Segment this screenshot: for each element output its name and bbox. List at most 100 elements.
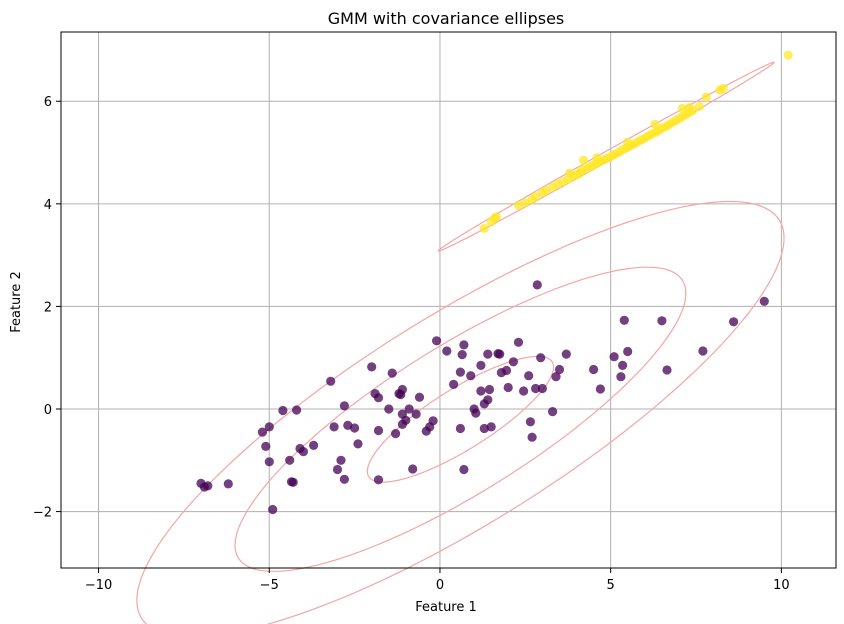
data-point [286, 477, 297, 487]
y-tick-label: 0 [44, 403, 52, 418]
data-point [428, 416, 438, 426]
data-point [257, 427, 267, 437]
data-point [401, 415, 411, 425]
data-point [396, 390, 406, 400]
data-point [551, 372, 561, 382]
x-tick-label: 0 [436, 578, 444, 593]
x-tick-label: 10 [773, 578, 790, 593]
data-point [701, 92, 711, 102]
data-point [373, 475, 384, 485]
data-point [476, 386, 486, 396]
data-point [298, 447, 308, 457]
data-point [650, 119, 660, 129]
data-point [495, 349, 505, 359]
data-point [618, 360, 628, 370]
data-point [501, 365, 512, 376]
data-point [261, 441, 271, 451]
data-point [592, 153, 602, 163]
data-point [532, 280, 542, 290]
data-point [414, 392, 425, 402]
data-point [503, 382, 513, 393]
covariance-ellipse [366, 355, 555, 483]
data-point [479, 223, 489, 233]
data-point [483, 349, 493, 359]
data-point [264, 422, 274, 432]
data-point [479, 423, 489, 434]
data-point [548, 407, 558, 417]
data-point [527, 195, 537, 205]
data-point [353, 439, 363, 449]
data-point [616, 372, 626, 382]
data-point [623, 346, 633, 357]
data-point [367, 362, 377, 372]
data-point [508, 357, 518, 367]
y-axis-label: Feature 2 [9, 271, 24, 333]
data-point [595, 384, 606, 394]
data-point [391, 429, 401, 439]
data-point [662, 365, 672, 375]
data-point [609, 352, 619, 362]
x-axis-label: Feature 1 [415, 600, 477, 615]
data-point [455, 367, 465, 377]
data-point [698, 346, 708, 356]
data-point [408, 464, 418, 474]
chart-title: GMM with covariance ellipses [328, 9, 565, 28]
data-point [373, 393, 384, 403]
covariance-ellipse [234, 266, 687, 572]
data-point [339, 401, 349, 411]
data-point [332, 464, 343, 475]
data-point [536, 353, 546, 363]
data-point [442, 346, 452, 356]
data-point [449, 379, 459, 389]
data-point [554, 364, 565, 375]
data-point [623, 137, 633, 147]
data-point [278, 405, 288, 416]
data-point [677, 103, 688, 113]
data-point [457, 350, 467, 360]
scatter-points [196, 50, 793, 515]
data-point [684, 102, 694, 112]
data-point [527, 432, 537, 442]
data-point [513, 337, 524, 347]
data-point [432, 336, 442, 346]
data-point [565, 168, 575, 178]
data-point [484, 384, 495, 395]
data-point [329, 422, 339, 432]
data-point [759, 296, 769, 306]
data-point [268, 504, 278, 515]
data-point [525, 417, 536, 427]
data-point [537, 383, 548, 394]
data-point [476, 360, 486, 370]
covariance-ellipse [136, 200, 785, 624]
data-point [694, 101, 705, 111]
data-point [326, 376, 336, 386]
data-point [483, 395, 493, 405]
data-point [459, 340, 469, 350]
data-point [387, 368, 397, 378]
data-point [411, 409, 421, 419]
plot-frame [60, 31, 837, 569]
data-point [519, 386, 529, 396]
data-point [350, 423, 360, 433]
y-tick-label: 4 [44, 198, 52, 213]
data-point [531, 383, 541, 394]
x-tick-label: −5 [260, 578, 279, 593]
y-tick-label: 2 [44, 300, 52, 315]
data-point [459, 464, 469, 475]
data-point [264, 457, 274, 467]
data-point [285, 455, 295, 465]
data-point [309, 440, 319, 450]
data-point [486, 422, 496, 432]
x-tick-label: −10 [85, 578, 112, 593]
data-point [404, 404, 414, 414]
grid-lines [61, 32, 836, 568]
data-point [729, 317, 739, 327]
data-point [292, 405, 302, 415]
data-point [466, 371, 476, 381]
data-point [199, 482, 209, 492]
axis-ticks: −10 −5 0 5 10 −2 0 2 4 6 [33, 95, 790, 593]
data-point [384, 404, 394, 414]
data-point [490, 213, 500, 223]
y-tick-label: 6 [44, 95, 52, 110]
